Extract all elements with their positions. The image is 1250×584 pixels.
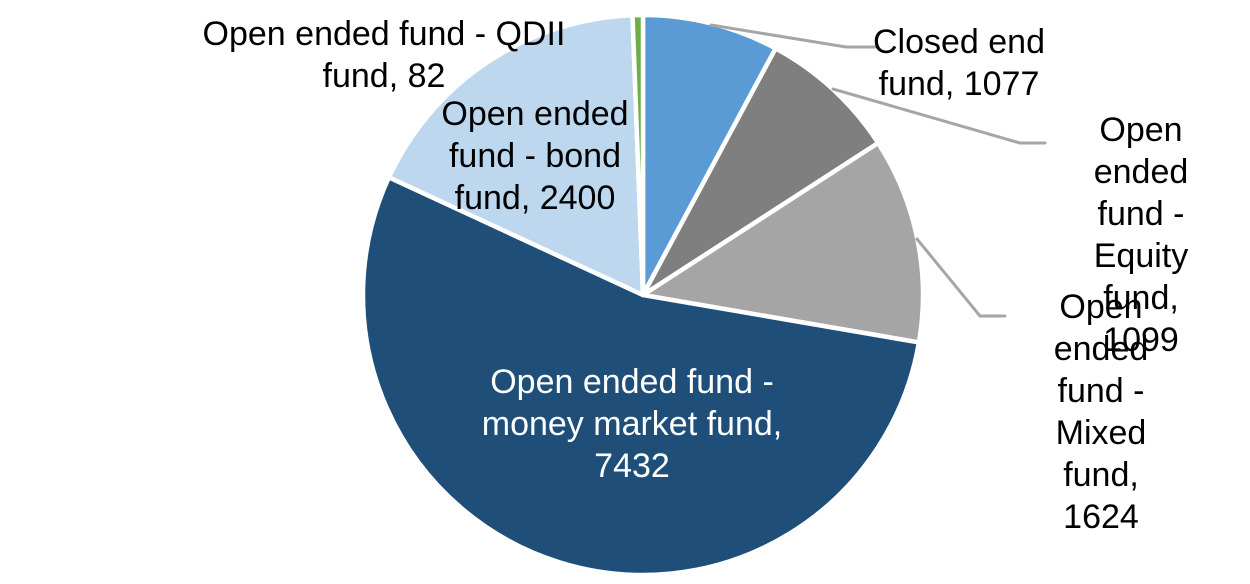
pie-slice-closed-end-fund [640, 12, 778, 298]
pie-slice-open-ended-fund-bond-fund [386, 12, 646, 298]
leader-line-mixed-fund [915, 237, 1007, 318]
data-label-bond-fund: Open ended fund - bond fund, 2400 [441, 95, 629, 217]
pie-slice-open-ended-fund-money-market-fund [360, 175, 922, 578]
data-label-money-market-fund: Open ended fund - money market fund, 743… [481, 363, 783, 485]
data-label-mixed-fund: Open ended fund - Mixed fund, 1624 [1053, 288, 1149, 536]
data-label-closed-end-fund: Closed end fund, 1077 [872, 23, 1046, 103]
pie-slice-open-ended-fund-qdii-fund [630, 12, 646, 298]
data-label-equity-fund: Open ended fund - Equity fund, 1099 [1093, 111, 1189, 359]
leader-line-equity-fund [831, 87, 1047, 145]
data-label-qdii-fund: Open ended fund - QDII fund, 82 [202, 15, 566, 95]
leader-line-closed-end-fund [709, 23, 878, 49]
